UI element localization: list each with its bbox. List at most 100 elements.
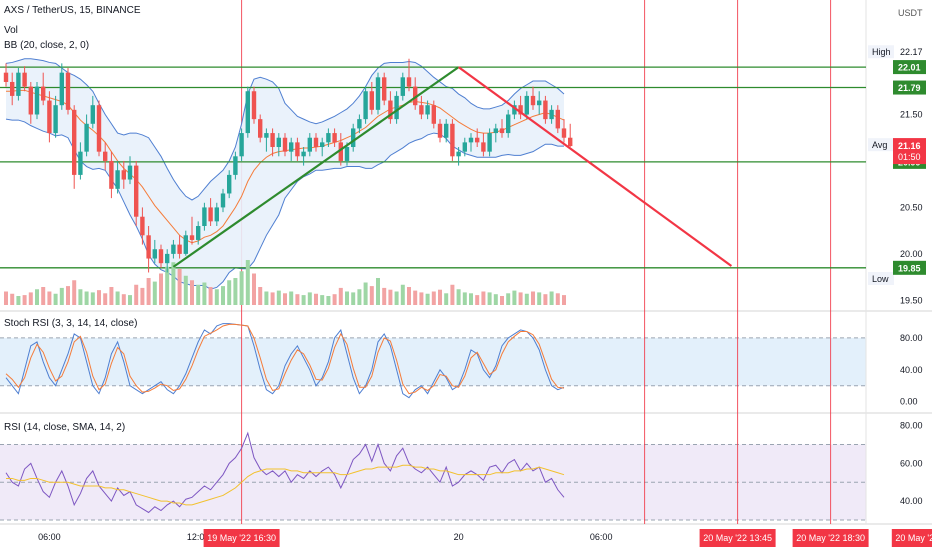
rsi-tick-label: 60.00: [900, 458, 923, 468]
candle-body: [214, 207, 219, 222]
candle-body: [344, 147, 350, 161]
candle-body: [400, 77, 405, 96]
volume-bar: [518, 292, 523, 305]
candle-body: [493, 128, 498, 134]
candle-body: [10, 81, 15, 96]
rsi-tick-label: 80.00: [900, 421, 923, 431]
price-tick-label: 22.17: [900, 47, 923, 57]
volume-bar: [177, 269, 182, 305]
volume-bar: [28, 292, 33, 305]
candle-body: [276, 137, 281, 148]
candle-body: [258, 119, 263, 138]
rsi-tick-label: 40.00: [900, 496, 923, 506]
candle-body: [220, 193, 226, 208]
volume-bar: [41, 287, 46, 305]
candle-body: [518, 105, 523, 115]
candle-body: [462, 142, 467, 152]
candle-body: [394, 95, 399, 120]
candle-body: [134, 165, 139, 217]
volume-bar: [307, 292, 312, 305]
stoch-tick-label: 80.00: [900, 333, 923, 343]
candle-body: [450, 123, 455, 157]
volume-bar: [264, 291, 269, 305]
candle-body: [437, 123, 443, 138]
candle-body: [561, 128, 567, 138]
candle-body: [475, 137, 480, 143]
candle-body: [282, 137, 288, 152]
price-tick-label: 20.00: [900, 249, 923, 259]
candle-body: [115, 170, 120, 189]
time-highlight-label: 20 May '22 23:15: [895, 533, 932, 543]
volume-bar: [140, 287, 145, 305]
price-label-name: High: [872, 47, 891, 57]
volume-bar: [196, 284, 201, 305]
volume-bar: [295, 294, 300, 305]
candle-body: [468, 137, 474, 143]
time-highlight-box: [792, 529, 869, 547]
candle-body: [406, 77, 412, 87]
candle-body: [177, 244, 182, 254]
bollinger-fill: [6, 58, 564, 290]
level-price-box: [893, 60, 926, 75]
price-label-tag: [868, 45, 894, 59]
candle-body: [22, 72, 27, 87]
time-tick-label: 06:00: [38, 532, 61, 542]
candle-body: [425, 105, 430, 115]
candle-body: [239, 133, 244, 157]
candle-body: [59, 72, 64, 106]
candle-body: [444, 123, 449, 138]
volume-bar: [531, 291, 535, 305]
volume-bar: [407, 287, 411, 305]
candle-body: [568, 137, 573, 147]
volume-bar: [345, 291, 349, 305]
volume-bar: [134, 284, 139, 305]
volume-bar: [555, 293, 560, 305]
volume-bar: [258, 287, 263, 305]
volume-bar: [66, 286, 70, 305]
bollinger-lower-band: [5, 118, 564, 290]
candle-body: [382, 77, 387, 101]
volume-bar: [121, 294, 126, 305]
green-trendline[interactable]: [172, 66, 460, 268]
candle-body: [326, 133, 331, 143]
candle-body: [524, 95, 529, 115]
volume-bar: [326, 296, 331, 305]
volume-bar: [97, 290, 101, 305]
level-price-box: [893, 80, 926, 95]
volume-bar: [431, 291, 436, 305]
volume-label: Vol: [4, 25, 18, 36]
candle-body: [369, 91, 374, 110]
volume-bar: [183, 275, 188, 305]
volume-bar: [537, 292, 542, 305]
volume-bar: [357, 289, 362, 305]
candle-body: [152, 249, 157, 259]
volume-bar: [227, 280, 232, 305]
candle-body: [140, 216, 145, 236]
candle-body: [84, 123, 89, 152]
bollinger-label: BB (20, close, 2, 0): [4, 40, 89, 51]
candle-body: [65, 72, 71, 110]
candle-body: [431, 105, 436, 124]
volume-bar: [382, 287, 387, 305]
volume-bar: [493, 294, 498, 305]
volume-bar: [543, 294, 548, 305]
candle-body: [227, 174, 232, 194]
candle-body: [158, 249, 164, 264]
candle-body: [96, 105, 102, 152]
volume-bar: [456, 289, 461, 305]
candle-body: [78, 151, 83, 175]
red-trendline[interactable]: [457, 66, 733, 267]
volume-bar: [363, 282, 368, 305]
volume-bar: [469, 293, 473, 305]
volume-bar: [283, 293, 287, 305]
volume-bar: [53, 293, 58, 305]
volume-bar: [16, 296, 21, 305]
candle-body: [338, 142, 343, 161]
volume-bar: [314, 293, 318, 305]
time-highlight-box: [203, 529, 280, 547]
candle-body: [270, 133, 275, 148]
candle-body: [487, 133, 492, 152]
candle-body: [530, 95, 536, 106]
